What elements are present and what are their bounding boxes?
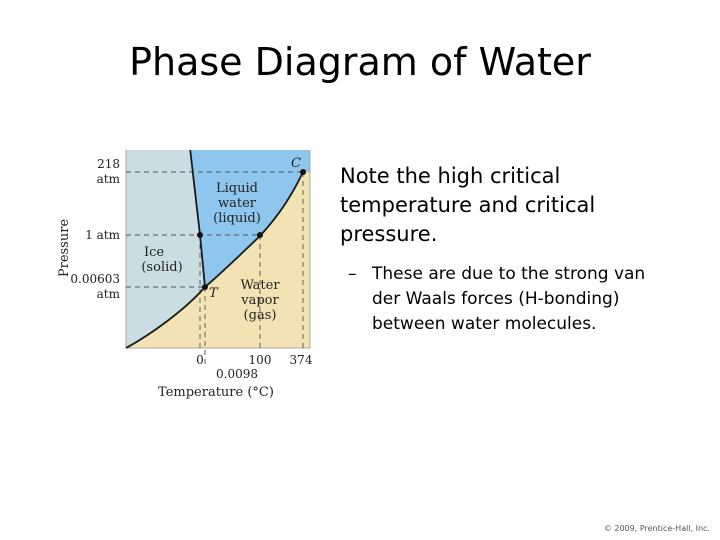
liquid-region [190, 150, 310, 287]
y-tick-triple-line2: atm [97, 287, 121, 301]
vapor-label-2: vapor [240, 293, 279, 308]
x-tick-374: 374 [290, 353, 313, 367]
ice-label-1: Ice [144, 245, 164, 260]
bullet-main: Note the high critical temperature and c… [340, 164, 596, 246]
x-tick-triple: 0.0098 [216, 367, 258, 381]
x-tick-0: 0 [196, 353, 204, 367]
critical-point [300, 169, 306, 175]
y-tick-218-line1: 218 [97, 157, 120, 171]
slide-title: Phase Diagram of Water [129, 40, 591, 84]
plot-frame [125, 150, 311, 349]
gas-region [126, 172, 310, 348]
bullet-sub-item: – These are due to the strong van der Wa… [340, 262, 670, 337]
x-axis-label: Temperature (°C) [158, 385, 274, 400]
sublimation-curve [125, 286, 206, 349]
y-tick-triple-line1: 0.00603 [70, 272, 120, 286]
normal-boiling-point [257, 232, 263, 238]
liquid-label-3: (liquid) [213, 211, 261, 226]
critical-point-label: C [291, 156, 301, 171]
vapor-label-1: Water [240, 278, 280, 293]
bullet-list: Note the high critical temperature and c… [340, 162, 670, 337]
liquid-label-2: water [218, 196, 257, 211]
guide-lines [126, 171, 304, 365]
dash-marker: – [348, 264, 357, 284]
y-axis-label: Pressure [57, 219, 72, 278]
normal-melting-point [197, 232, 203, 238]
y-tick-1atm: 1 atm [85, 228, 120, 242]
vapor-label-3: (gas) [244, 308, 277, 323]
bullet-sub-text: These are due to the strong van der Waal… [372, 264, 646, 334]
triple-point-label: T [209, 286, 219, 301]
y-tick-218-line2: atm [97, 172, 121, 186]
liquid-label-1: Liquid [216, 181, 258, 196]
x-tick-100: 100 [249, 353, 272, 367]
phase-diagram: C T Liquid water (liquid) Ice (solid) Wa… [57, 150, 313, 400]
copyright-notice: © 2009, Prentice-Hall, Inc. [603, 524, 710, 533]
triple-point [202, 284, 208, 290]
ice-label-2: (solid) [141, 260, 182, 275]
